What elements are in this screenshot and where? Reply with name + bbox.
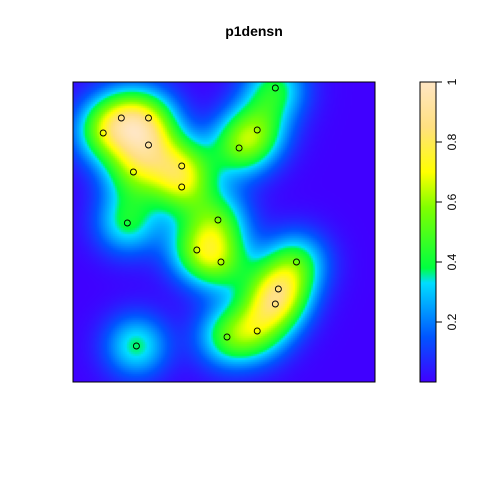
- data-point-9: [253, 126, 261, 134]
- colorbar: 0.2 0.4 0.6 0.8 1: [419, 78, 459, 383]
- data-point-19: [223, 333, 231, 341]
- data-point-8: [271, 84, 279, 92]
- heatmap-canvas-holder: [73, 82, 375, 382]
- data-point-2: [117, 114, 125, 122]
- colorbar-frame: [419, 81, 437, 383]
- data-point-6: [178, 162, 186, 170]
- data-point-10: [235, 144, 243, 152]
- data-point-11: [123, 219, 131, 227]
- colorbar-tick-label-4: 0.8: [445, 133, 459, 150]
- data-point-4: [145, 141, 152, 149]
- heatmap-panel: [72, 81, 376, 383]
- points-layer: [99, 84, 300, 350]
- data-point-1: [99, 129, 107, 137]
- data-point-3: [145, 114, 152, 122]
- data-point-5: [129, 168, 137, 176]
- data-point-14: [217, 258, 225, 266]
- chart-title: p1densn: [225, 23, 283, 39]
- data-point-17: [271, 300, 279, 308]
- data-point-16: [274, 285, 282, 293]
- data-point-20: [132, 342, 140, 350]
- colorbar-fill: [420, 82, 436, 382]
- colorbar-tick-label-1: 0.2: [445, 313, 459, 330]
- data-point-15: [293, 258, 300, 266]
- colorbar-tick-label-2: 0.4: [445, 253, 459, 270]
- density-surface: [73, 82, 375, 382]
- plot-frame: [72, 81, 376, 383]
- data-point-18: [253, 327, 261, 335]
- colorbar-tick-label-5: 1: [445, 78, 459, 85]
- data-point-13: [193, 246, 201, 254]
- data-point-7: [178, 183, 186, 191]
- colorbar-ticks: 0.2 0.4 0.6 0.8 1: [436, 78, 459, 330]
- colorbar-tick-label-3: 0.6: [445, 193, 459, 210]
- data-point-12: [214, 216, 222, 224]
